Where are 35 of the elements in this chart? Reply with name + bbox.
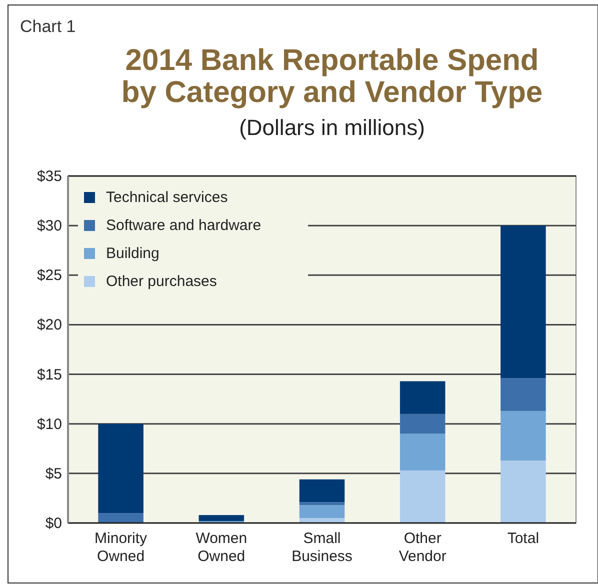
x-tick-label: Total: [507, 530, 540, 547]
y-tick-label: $15: [36, 366, 62, 384]
legend-label: Software and hardware: [106, 217, 262, 234]
y-tick-label: $25: [36, 267, 62, 284]
caption: Chart 1: [20, 17, 76, 36]
bar: [400, 470, 446, 523]
bar: [500, 410, 546, 461]
bar: [500, 378, 546, 411]
y-tick-label: $30: [36, 218, 62, 235]
legend-label: Building: [106, 245, 160, 262]
y-tick-label: $20: [36, 316, 62, 334]
bar: [400, 414, 446, 434]
bar: [198, 515, 244, 522]
bar: [98, 513, 144, 523]
bar: [400, 381, 446, 414]
legend-label: Technical services: [106, 189, 228, 206]
x-tick-label: Other Vendor: [398, 530, 446, 565]
legend-label: Other purchases: [106, 273, 217, 290]
chart-subtitle: (Dollars in millions): [239, 115, 425, 140]
bar: [299, 505, 345, 518]
chart-title: 2014 Bank Reportable Spend by Category and Vendor Type: [121, 44, 543, 109]
y-tick-label: $5: [45, 465, 62, 482]
bar: [500, 226, 546, 378]
bar: [98, 424, 144, 514]
y-tick-label: $35: [36, 168, 62, 185]
x-tick-label: Minority Owned: [94, 530, 148, 565]
bar: [400, 434, 446, 470]
bar: [500, 460, 546, 523]
bar: [299, 502, 345, 506]
x-tick-label: Women Owned: [196, 530, 248, 565]
y-tick-label: $0: [45, 515, 62, 532]
x-tick-label: Small Business: [292, 530, 352, 565]
bar: [299, 518, 345, 523]
bar: [299, 479, 345, 502]
y-tick-label: $10: [36, 416, 62, 433]
